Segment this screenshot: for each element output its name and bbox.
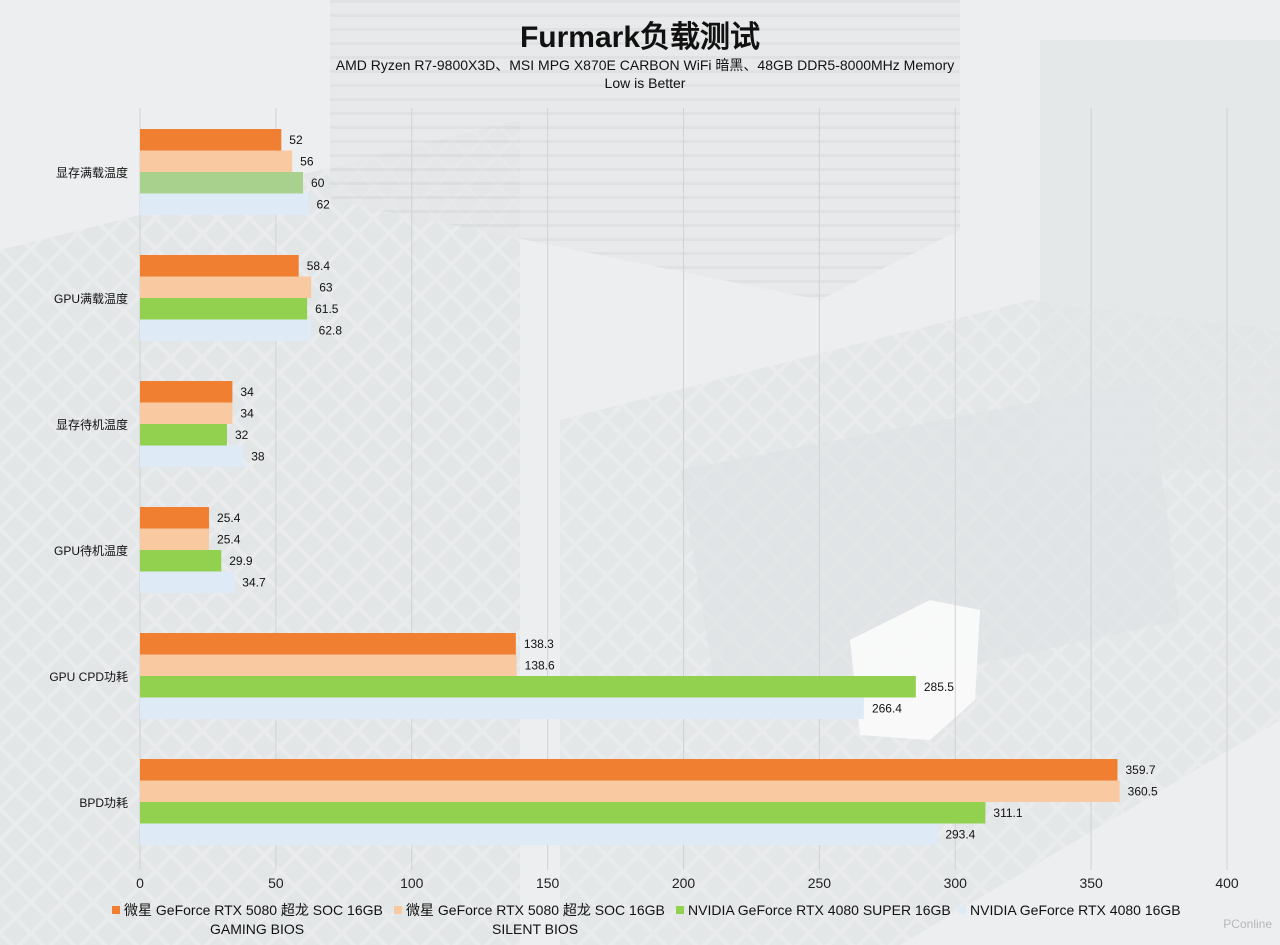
legend-swatch-series-3 <box>676 906 684 914</box>
legend: 微星 GeForce RTX 5080 超龙 SOC 16GB GAMING B… <box>0 901 1280 945</box>
chart-subtitle: AMD Ryzen R7-9800X3D、MSI MPG X870E CARBO… <box>335 57 955 73</box>
legend-label-series-2: 微星 GeForce RTX 5080 超龙 SOC 16GB <box>406 902 665 918</box>
category-label: GPU满载温度 <box>54 291 128 306</box>
bar <box>140 445 244 467</box>
bar <box>140 823 938 845</box>
bar <box>140 759 1118 781</box>
bar-value-label: 25.4 <box>217 511 241 525</box>
bar <box>140 676 916 698</box>
bar-value-label: 34 <box>240 406 254 420</box>
bar-value-label: 29.9 <box>229 554 253 568</box>
bar <box>140 424 227 446</box>
bar-value-label: 138.6 <box>525 658 555 672</box>
x-tick-label: 200 <box>672 875 696 891</box>
legend-swatch-series-1 <box>112 906 120 914</box>
bar <box>140 255 299 277</box>
bar-value-label: 32 <box>235 428 249 442</box>
bar <box>140 193 309 215</box>
bar-value-label: 60 <box>311 176 325 190</box>
legend-item-series-3: NVIDIA GeForce RTX 4080 SUPER 16GB <box>676 901 951 920</box>
category-label: GPU待机温度 <box>54 543 128 558</box>
bar <box>140 507 210 529</box>
bar-value-label: 52 <box>289 133 303 147</box>
bar-value-label: 34 <box>240 385 254 399</box>
bar-value-label: 311.1 <box>993 806 1022 820</box>
bar <box>140 150 293 172</box>
bar-value-label: 266.4 <box>872 701 902 715</box>
chart-note: Low is Better <box>604 75 686 91</box>
x-tick-label: 400 <box>1215 875 1239 891</box>
bar <box>140 571 235 593</box>
x-tick-label: 100 <box>400 875 424 891</box>
legend-label-series-1: 微星 GeForce RTX 5080 超龙 SOC 16GB <box>124 902 383 918</box>
bar <box>140 780 1120 802</box>
legend-swatch-series-2 <box>394 906 402 914</box>
bar-value-label: 360.5 <box>1128 784 1158 798</box>
bar-value-label: 293.4 <box>945 827 975 841</box>
legend-item-series-2: 微星 GeForce RTX 5080 超龙 SOC 16GB <box>394 901 665 920</box>
bar <box>140 381 233 403</box>
bar <box>140 172 304 194</box>
legend-item-series-4: NVIDIA GeForce RTX 4080 16GB <box>958 901 1181 920</box>
legend-label-series-1-line2: GAMING BIOS <box>210 921 305 937</box>
category-label: GPU CPD功耗 <box>49 670 128 684</box>
bar-value-label: 285.5 <box>924 680 954 694</box>
chart-title: Furmark负载测试 <box>519 21 761 54</box>
legend-label-series-4: NVIDIA GeForce RTX 4080 16GB <box>970 902 1181 918</box>
bar <box>140 319 311 341</box>
bar <box>140 633 516 655</box>
bar-value-label: 58.4 <box>307 259 331 273</box>
x-tick-label: 50 <box>268 875 284 891</box>
category-label: BPD功耗 <box>79 796 128 810</box>
bar-value-label: 38 <box>251 449 265 463</box>
category-label: 显存满载温度 <box>56 165 128 180</box>
bar <box>140 129 282 151</box>
bar <box>140 276 312 298</box>
bar-value-label: 138.3 <box>524 637 554 651</box>
plot-area: 0 50 100 150 200 250 300 350 400 显存满载温度 52 56 60 62 GP… <box>49 108 1239 891</box>
legend-label-series-2-line2: SILENT BIOS <box>492 921 579 937</box>
bar <box>140 528 210 550</box>
bar <box>140 550 222 572</box>
category-label: 显存待机温度 <box>56 417 128 432</box>
bar-value-label: 34.7 <box>242 575 266 589</box>
bar <box>140 802 986 824</box>
bar-value-label: 56 <box>300 154 314 168</box>
bar <box>140 402 233 424</box>
x-tick-label: 300 <box>944 875 968 891</box>
bar <box>140 697 864 719</box>
x-tick-label: 250 <box>808 875 832 891</box>
x-tick-label: 150 <box>536 875 560 891</box>
bar <box>140 298 308 320</box>
bar-value-label: 25.4 <box>217 532 241 546</box>
legend-label-series-3: NVIDIA GeForce RTX 4080 SUPER 16GB <box>688 902 951 918</box>
legend-swatch-series-4 <box>958 906 966 914</box>
watermark-logo: PConline <box>1223 917 1272 931</box>
bar <box>140 654 517 676</box>
bar-value-label: 62.8 <box>319 323 343 337</box>
legend-item-series-1: 微星 GeForce RTX 5080 超龙 SOC 16GB <box>112 901 383 920</box>
bar-value-label: 359.7 <box>1125 763 1155 777</box>
x-tick-label: 350 <box>1079 875 1103 891</box>
bar-value-label: 61.5 <box>315 302 339 316</box>
bar-value-label: 62 <box>316 197 330 211</box>
bar-value-label: 63 <box>319 280 333 294</box>
x-tick-label: 0 <box>136 875 144 891</box>
